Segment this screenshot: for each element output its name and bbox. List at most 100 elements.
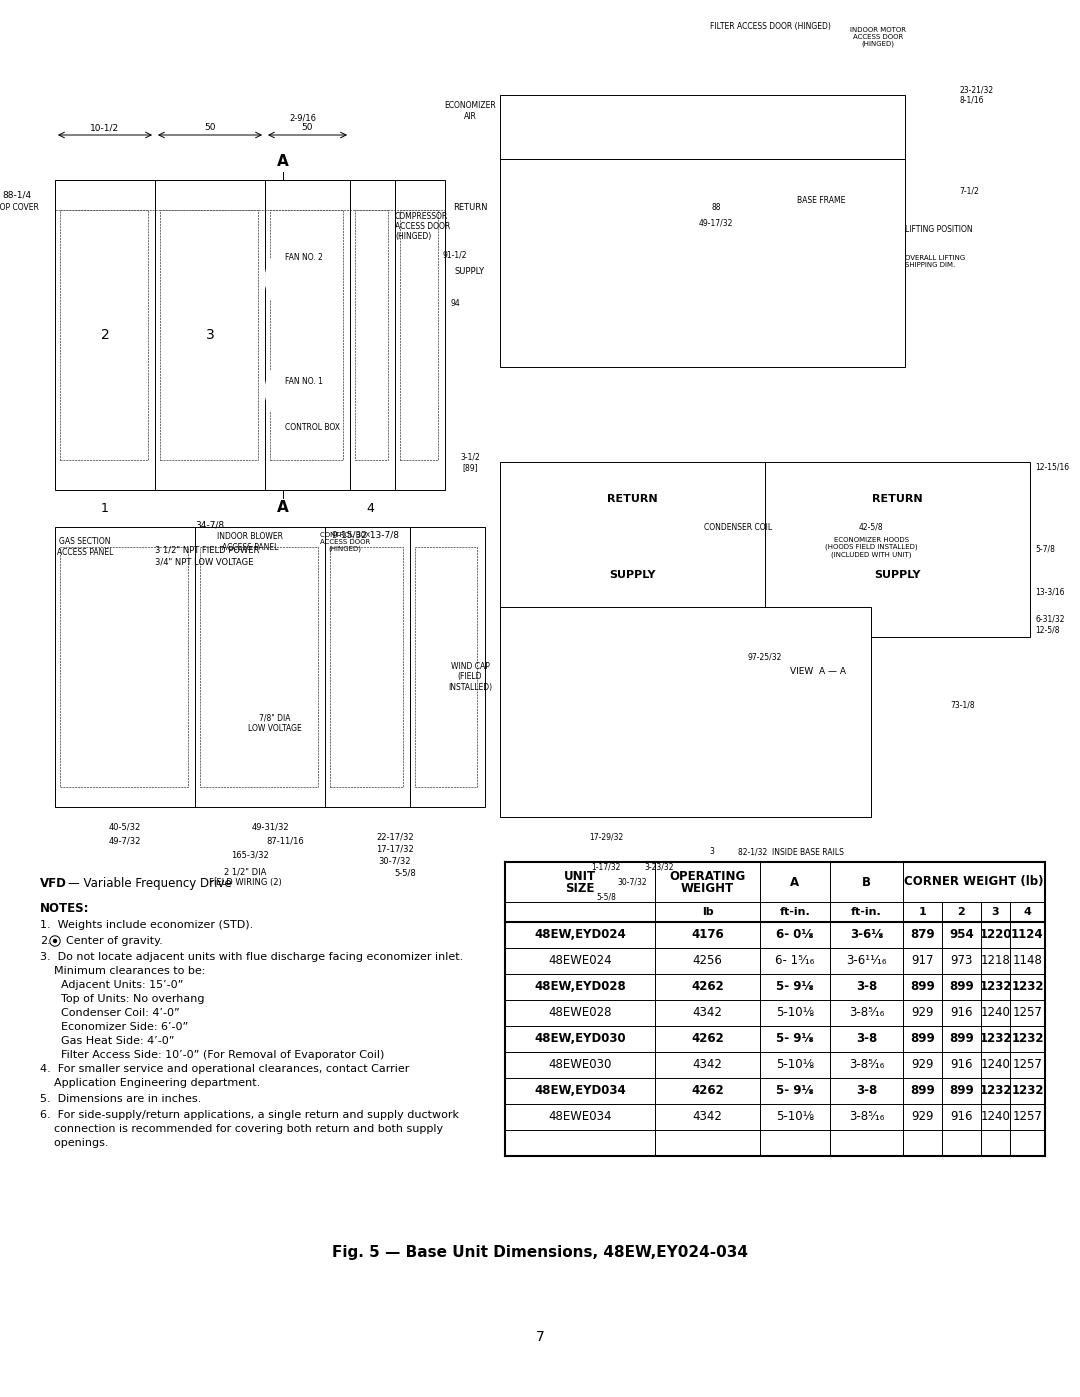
Text: WEIGHT: WEIGHT [680, 883, 734, 895]
Text: 17-29/32: 17-29/32 [589, 833, 623, 841]
Text: CONTROL BOX: CONTROL BOX [285, 423, 340, 433]
Text: 4262: 4262 [691, 1084, 724, 1098]
Text: 34-7/8: 34-7/8 [195, 521, 225, 529]
Text: Minimum clearances to be:: Minimum clearances to be: [40, 965, 205, 977]
Text: 50: 50 [204, 123, 216, 133]
Text: 48EW,EYD024: 48EW,EYD024 [535, 929, 626, 942]
Text: 50: 50 [301, 123, 313, 133]
Text: RETURN: RETURN [607, 495, 658, 504]
Text: 899: 899 [949, 1032, 974, 1045]
Text: 49-7/32: 49-7/32 [109, 837, 141, 845]
Text: 6.  For side-supply/return applications, a single return and supply ductwork: 6. For side-supply/return applications, … [40, 1111, 459, 1120]
Bar [200, 548, 318, 787]
Text: 3: 3 [991, 907, 999, 916]
Bar [355, 210, 388, 460]
Text: 88: 88 [712, 203, 720, 211]
Text: 1218: 1218 [981, 954, 1011, 968]
Text: SUPPLY: SUPPLY [455, 267, 485, 275]
Text: NOTES:: NOTES: [40, 902, 90, 915]
Bar [500, 159, 905, 367]
Text: ECONOMIZER
AIR: ECONOMIZER AIR [444, 102, 496, 120]
Text: 5-10⅛: 5-10⅛ [777, 1059, 814, 1071]
Text: RETURN: RETURN [453, 203, 487, 211]
Text: connection is recommended for covering both return and both supply: connection is recommended for covering b… [40, 1125, 443, 1134]
Bar [330, 548, 403, 787]
Text: 7-1/2: 7-1/2 [959, 187, 978, 196]
Text: 917: 917 [912, 954, 934, 968]
Text: lb: lb [702, 907, 713, 916]
Text: LIFTING POSITION: LIFTING POSITION [905, 225, 973, 233]
Text: FILTER ACCESS DOOR (HINGED): FILTER ACCESS DOOR (HINGED) [710, 22, 831, 32]
Text: 3-8: 3-8 [855, 1032, 877, 1045]
Bar [160, 210, 258, 460]
Text: 1257: 1257 [1013, 1059, 1042, 1071]
Text: 97-25/32: 97-25/32 [747, 652, 782, 662]
Text: OVERALL LIFTING
SHIPPING DIM.: OVERALL LIFTING SHIPPING DIM. [905, 254, 966, 268]
Text: 1240: 1240 [981, 1006, 1011, 1020]
Text: 5-10⅛: 5-10⅛ [777, 1006, 814, 1020]
Text: 5-5/8: 5-5/8 [596, 893, 616, 901]
Text: 3-8: 3-8 [855, 981, 877, 993]
Text: 1240: 1240 [981, 1111, 1011, 1123]
Text: 3: 3 [710, 848, 715, 856]
Circle shape [265, 242, 341, 317]
Text: Filter Access Side: 10’-0” (For Removal of Evaporator Coil): Filter Access Side: 10’-0” (For Removal … [40, 1051, 384, 1060]
Text: TOP COVER: TOP COVER [0, 203, 39, 211]
Text: 3/4" NPT LOW VOLTAGE: 3/4" NPT LOW VOLTAGE [156, 557, 254, 567]
Text: 1257: 1257 [1013, 1006, 1042, 1020]
Bar [500, 462, 1030, 637]
Text: 7: 7 [536, 1330, 544, 1344]
Text: 30-7/32: 30-7/32 [618, 877, 647, 887]
Text: Top of Units: No overhang: Top of Units: No overhang [40, 995, 204, 1004]
Text: INDOOR MOTOR
ACCESS DOOR
(HINGED): INDOOR MOTOR ACCESS DOOR (HINGED) [850, 27, 906, 47]
Text: GAS SECTION
ACCESS PANEL: GAS SECTION ACCESS PANEL [57, 538, 113, 556]
Bar [270, 210, 343, 460]
Text: 3-6¹¹⁄₁₆: 3-6¹¹⁄₁₆ [847, 954, 887, 968]
Text: 73-1/8: 73-1/8 [950, 700, 975, 710]
Text: 1232: 1232 [980, 1032, 1012, 1045]
Text: 2-9/16: 2-9/16 [289, 113, 316, 123]
Text: 1124: 1124 [1011, 929, 1043, 942]
Text: Gas Heat Side: 4’-0”: Gas Heat Side: 4’-0” [40, 1037, 175, 1046]
Text: 30-7/32: 30-7/32 [379, 856, 411, 866]
Text: INDOOR BLOWER
ACCESS PANEL: INDOOR BLOWER ACCESS PANEL [217, 532, 283, 552]
Text: SUPPLY: SUPPLY [874, 570, 921, 580]
Bar [500, 608, 870, 817]
Text: A: A [278, 155, 288, 169]
Text: B: B [862, 876, 870, 888]
Text: 5- 9⅛: 5- 9⅛ [777, 1032, 814, 1045]
Text: 1232: 1232 [1011, 981, 1043, 993]
Text: 48EW,EYD028: 48EW,EYD028 [535, 981, 626, 993]
Text: 3: 3 [205, 328, 214, 342]
Text: 94: 94 [450, 299, 460, 307]
Text: 22-17/32: 22-17/32 [376, 833, 414, 841]
Text: 49-31/32: 49-31/32 [252, 823, 288, 831]
Text: 954: 954 [949, 929, 974, 942]
Text: 1220: 1220 [980, 929, 1012, 942]
Text: 6- 0⅛: 6- 0⅛ [777, 929, 813, 942]
Text: 2.: 2. [40, 936, 51, 946]
Text: 3-8⁵⁄₁₆: 3-8⁵⁄₁₆ [849, 1059, 885, 1071]
Text: Fig. 5 — Base Unit Dimensions, 48EW,EY024-034: Fig. 5 — Base Unit Dimensions, 48EW,EY02… [332, 1245, 748, 1260]
Bar [60, 210, 148, 460]
Text: 3-23/32: 3-23/32 [645, 862, 674, 872]
Circle shape [54, 940, 56, 943]
Text: 899: 899 [910, 1032, 935, 1045]
Circle shape [51, 937, 59, 944]
Text: SIZE: SIZE [565, 883, 595, 895]
Text: 5- 9⅛: 5- 9⅛ [777, 981, 814, 993]
Text: 1232: 1232 [980, 1084, 1012, 1098]
Text: 165-3/32: 165-3/32 [231, 851, 269, 859]
Text: 87-11/16: 87-11/16 [266, 837, 303, 845]
Text: 4262: 4262 [691, 1032, 724, 1045]
Text: 879: 879 [910, 929, 935, 942]
Text: 899: 899 [910, 1084, 935, 1098]
Text: 1-17/32: 1-17/32 [592, 862, 621, 872]
Text: 3-8: 3-8 [855, 1084, 877, 1098]
Text: 48EW,EYD034: 48EW,EYD034 [535, 1084, 626, 1098]
Text: 17-17/32: 17-17/32 [376, 845, 414, 854]
Text: 4256: 4256 [692, 954, 723, 968]
Text: 2 1/2" DIA
FIELD WIRING (2): 2 1/2" DIA FIELD WIRING (2) [208, 868, 282, 887]
Text: 4: 4 [366, 502, 374, 514]
Bar [500, 95, 905, 159]
